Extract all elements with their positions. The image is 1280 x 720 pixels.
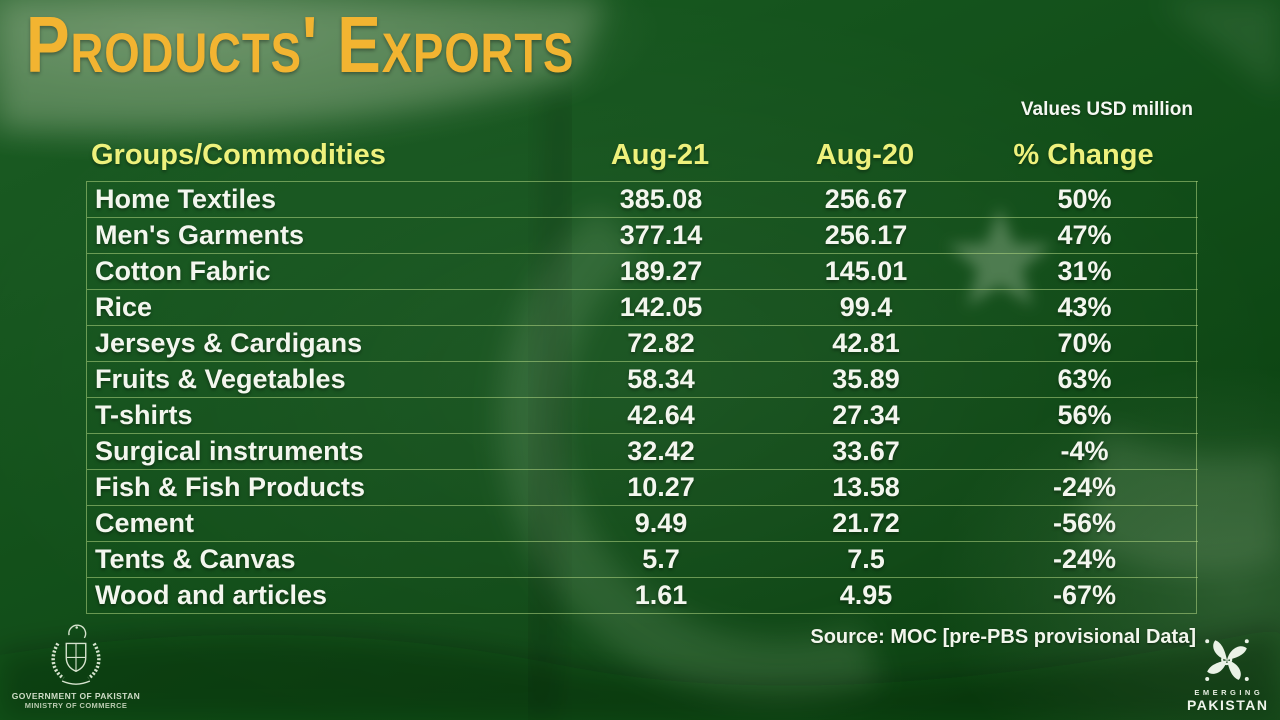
table-row: Surgical instruments 32.42 33.67 -4% [87,433,1198,469]
table-row: Cement 9.49 21.72 -56% [87,505,1198,541]
header-groups-commodities: Groups/Commodities [91,138,386,171]
table-row: Fish & Fish Products 10.27 13.58 -24% [87,469,1198,505]
emerging-pakistan-icon [1205,639,1249,681]
aug21-value: 1.61 [634,580,688,610]
aug21-value: 385.08 [619,184,703,214]
emerging-pakistan-logo: EMERGING PAKISTAN [1185,636,1269,713]
aug21-value: 58.34 [627,364,695,394]
change-value: -24% [1052,472,1117,502]
commodity-name: Surgical instruments [95,436,364,466]
header-aug-21: Aug-21 [610,138,710,171]
aug21-value: 189.27 [619,256,703,286]
commodity-name: Rice [95,292,153,322]
govt-emblem-icon [51,624,101,685]
commodity-name: Tents & Canvas [95,544,296,574]
table-row: Tents & Canvas 5.7 7.5 -24% [87,541,1198,577]
page-title: Products' Exports [26,0,575,90]
aug21-value: 142.05 [619,292,703,322]
aug20-value: 99.4 [839,292,893,322]
change-value: -24% [1052,544,1117,574]
change-value: 50% [1057,184,1112,214]
aug20-value: 4.95 [839,580,893,610]
change-value: 56% [1057,400,1112,430]
commodity-name: Fish & Fish Products [95,472,366,502]
change-value: 70% [1057,328,1112,358]
table-row: Cotton Fabric 189.27 145.01 31% [87,253,1198,289]
change-value: -4% [1060,436,1109,466]
change-value: -67% [1052,580,1117,610]
table-row: Home Textiles 385.08 256.67 50% [87,181,1198,217]
table-row: Rice 142.05 99.4 43% [87,289,1198,325]
change-value: 63% [1057,364,1112,394]
table-body: Home Textiles 385.08 256.67 50% Men's Ga… [86,181,1198,614]
table-row: Men's Garments 377.14 256.17 47% [87,217,1198,253]
table-row: Jerseys & Cardigans 72.82 42.81 70% [87,325,1198,361]
aug20-value: 256.67 [824,184,908,214]
table-row: Wood and articles 1.61 4.95 -67% [87,577,1198,613]
commodity-name: Home Textiles [95,184,277,214]
change-value: 43% [1057,292,1112,322]
aug20-value: 42.81 [832,328,900,358]
aug20-value: 35.89 [832,364,900,394]
aug20-value: 7.5 [847,544,885,574]
aug21-value: 5.7 [642,544,680,574]
commodity-name: Cement [95,508,195,538]
units-note: Values USD million [1020,99,1193,120]
table-header-row: Groups/Commodities Aug-21 Aug-20 % Chang… [86,132,1197,178]
aug20-value: 33.67 [832,436,900,466]
aug21-value: 377.14 [619,220,703,250]
aug21-value: 42.64 [627,400,695,430]
commodity-name: T-shirts [95,400,193,430]
commodity-name: Jerseys & Cardigans [95,328,363,358]
table-row: T-shirts 42.64 27.34 56% [87,397,1198,433]
aug20-value: 256.17 [824,220,908,250]
header-percent-change: % Change [1013,138,1154,171]
commodity-name: Fruits & Vegetables [95,364,346,394]
aug20-value: 145.01 [824,256,908,286]
aug20-value: 27.34 [832,400,900,430]
aug21-value: 72.82 [627,328,695,358]
commodity-name: Wood and articles [95,580,328,610]
gov-line1: GOVERNMENT OF PAKISTAN [11,691,141,701]
aug21-value: 10.27 [627,472,695,502]
source-note: Source: MOC [pre-PBS provisional Data] [810,626,1196,648]
government-logo: GOVERNMENT OF PAKISTAN MINISTRY OF COMME… [6,624,146,710]
brand-line2: PAKISTAN [1187,697,1269,713]
brand-line1: EMERGING [1194,688,1264,697]
commodity-name: Cotton Fabric [95,256,271,286]
change-value: 47% [1057,220,1112,250]
commodity-name: Men's Garments [95,220,304,250]
table-row: Fruits & Vegetables 58.34 35.89 63% [87,361,1198,397]
aug21-value: 9.49 [634,508,688,538]
aug20-value: 21.72 [832,508,900,538]
aug20-value: 13.58 [832,472,900,502]
change-value: 31% [1057,256,1112,286]
header-aug-20: Aug-20 [815,138,915,171]
aug21-value: 32.42 [627,436,695,466]
change-value: -56% [1052,508,1117,538]
gov-line2: MINISTRY OF COMMERCE [24,701,128,710]
